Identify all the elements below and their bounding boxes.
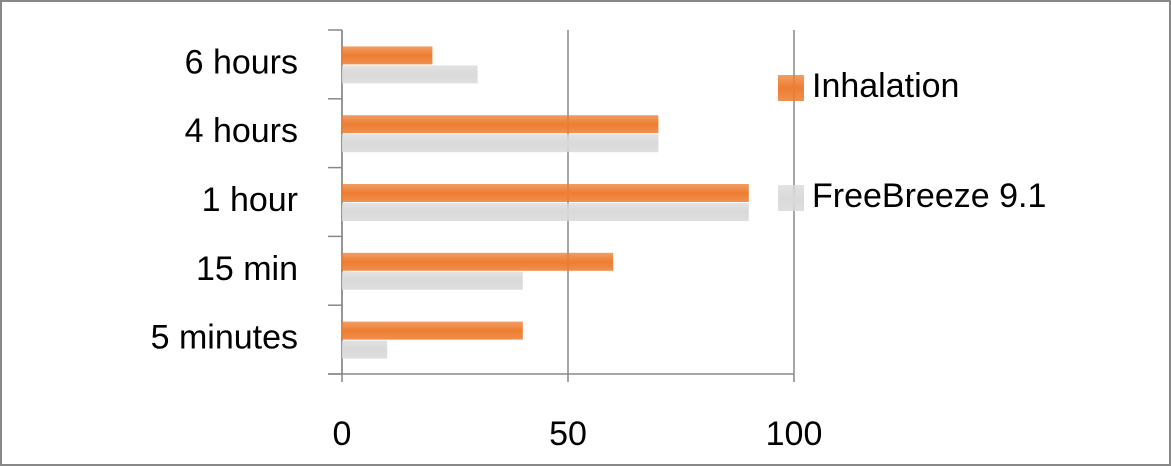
legend-marker — [778, 185, 804, 211]
y-tick-label: 1 hour — [202, 181, 298, 219]
y-tick-label: 15 min — [196, 250, 298, 288]
bar — [342, 184, 749, 202]
legend-marker — [778, 75, 804, 101]
bar — [342, 203, 749, 221]
bar — [342, 115, 659, 134]
bar — [342, 340, 388, 359]
bar — [342, 65, 478, 84]
bar — [342, 271, 523, 290]
y-tick-label: 6 hours — [185, 43, 298, 81]
bar — [342, 321, 523, 340]
y-tick-label: 5 minutes — [151, 319, 298, 357]
bar — [342, 252, 614, 271]
bar — [342, 46, 433, 65]
legend-label: FreeBreeze 9.1 — [812, 177, 1046, 215]
x-tick-label: 0 — [333, 415, 352, 453]
x-tick-label: 50 — [549, 415, 587, 453]
y-tick-label: 4 hours — [185, 112, 298, 150]
x-tick-label: 100 — [766, 415, 823, 453]
legend-label: Inhalation — [812, 67, 959, 105]
bar — [342, 134, 659, 153]
